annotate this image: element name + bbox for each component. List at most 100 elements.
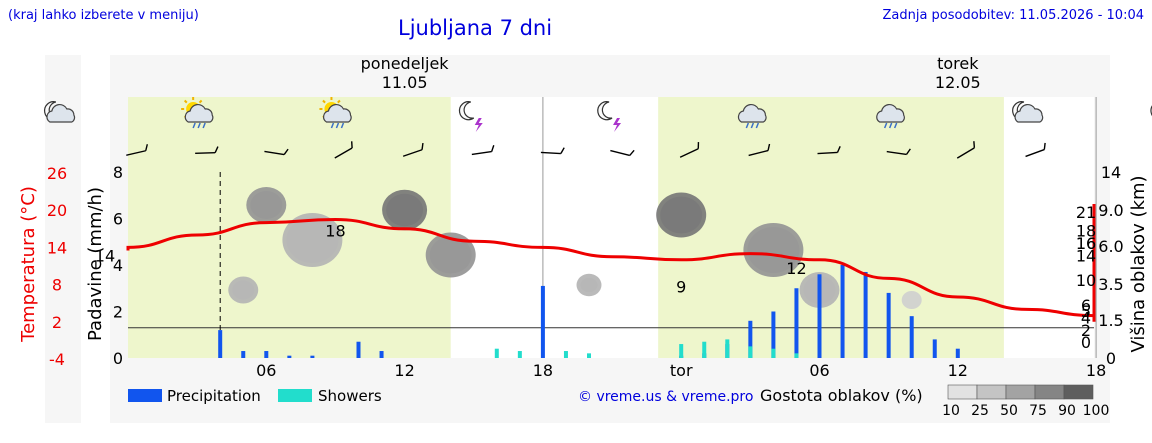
sun-ray-shape [198,99,203,104]
rain-drop-shape [202,122,206,129]
sun-cloud-rain-icon [319,97,352,129]
cloud-density-patch [382,189,428,231]
wind-barb-staff [748,149,769,157]
precipitation-bar [840,265,845,358]
wind-barb-icon [748,143,771,157]
day-name-label: torek [937,54,979,73]
wind-barb-icon [610,149,635,157]
wind-barb-staff [540,151,561,155]
wind-barb-feather [973,141,976,148]
wind-barb-icon [126,144,148,156]
wind-barb-icon [1025,142,1046,158]
temperature-line [126,204,1096,322]
precip-tick-label: 2 [113,303,123,322]
location-hint-text: (kraj lahko izberete v meniju) [8,8,199,23]
wind-barb-feather [767,143,771,151]
precip-tick-label: 4 [113,256,123,275]
wind-barb-staff [195,151,216,155]
cloud-density-patch [228,276,259,304]
wind-barb-icon [817,146,841,155]
showers-bar [794,353,799,358]
wind-barb-feather [490,145,495,152]
sun-ray-shape [322,99,326,104]
wind-barb-feather [697,142,700,149]
rain-drop-shape [750,122,755,129]
sun-cloud-rain-icon [181,97,214,129]
rain-drop-shape [340,122,345,129]
showers-bar [725,339,730,358]
moon-lightning-icon [458,101,483,132]
temperature-value-label: 9 [676,277,686,296]
precipitation-bar [310,355,315,358]
sun-ray-shape [183,99,188,104]
precip-tick-label: 8 [113,163,123,182]
wind-barb-icon [402,143,424,157]
cloud-shape [876,103,905,123]
wind-barb-icon [886,148,911,156]
showers-bar [563,351,568,358]
x-tick-label: 12 [394,361,414,380]
cloud-density-swatch [1005,384,1036,400]
showers-legend-swatch [278,389,312,402]
precip-tick-label: 0 [113,349,123,368]
rain-drop-shape [888,122,893,129]
x-tick-label: 18 [1086,361,1106,380]
credit-link[interactable]: © vreme.us & vreme.pro [578,389,753,405]
precip-axis-title: Padavine (mm/h) [85,187,106,341]
rain-drop-shape [755,122,760,129]
cloud-density-patch [576,273,602,297]
cloud-density-swatch [1063,384,1094,400]
showers-bar [517,351,522,358]
temp-tick-label: 26 [47,164,67,183]
cloud-density-level-label: 75 [1029,403,1047,419]
cloud-height-axis-title: Višina oblakov (km) [1128,175,1149,352]
precipitation-bar [771,311,776,358]
cloud-shape [46,103,76,123]
moon-cloud-icon [43,101,76,123]
day-name-label: ponedeljek [361,54,450,73]
showers-legend-label: Showers [318,387,382,405]
temp-tick-label: 14 [47,238,67,257]
precipitation-bar [379,351,384,358]
wind-barb-feather [629,149,635,156]
x-tick-label: tor [670,361,693,380]
cloud-height-tick-label: 9.0 [1098,201,1123,220]
cloud-density-patch [901,291,922,309]
precipitation-bar [909,316,914,358]
wind-barb-staff [817,151,838,155]
cloud-density-patch [282,213,343,267]
precipitation-bar [218,330,223,358]
x-tick-label: 12 [948,361,968,380]
wind-barb-feather [560,147,565,154]
precipitation-legend-swatch [128,389,162,402]
precip-tick-label: 6 [113,210,123,229]
wind-barb-staff [471,150,492,156]
temp-tick-label: -4 [49,350,65,369]
wind-barb-feather [283,148,289,155]
cloud-density-patch [425,232,476,278]
wind-barb-icon [679,142,700,158]
cloud-density-swatch [976,384,1007,400]
cloud-height-tick-label: 6.0 [1098,237,1123,256]
precipitation-bar [264,351,269,358]
last-update-text: Zadnja posodobitev: 11.05.2026 - 10:04 [882,8,1144,23]
cloud-shape [184,103,214,123]
wind-barb-feather [351,141,353,149]
temperature-value-label: 12 [786,259,806,278]
cloud-height-tick-label: 0 [1106,349,1116,368]
temp-axis-title: Temperatura (°C) [18,186,39,343]
rain-drop-shape [335,122,340,129]
precipitation-bar [863,271,868,358]
wind-barb-staff [610,149,630,157]
day-date-label: 11.05 [382,73,428,92]
precipitation-bar [886,292,891,358]
precipitation-bar [287,355,292,358]
precipitation-bar [356,341,361,358]
cloud-density-patch [743,223,804,277]
cloud-rain-icon [876,103,905,129]
cloud-density-level-label: 90 [1058,403,1076,419]
temperature-value-label: 16 [1076,234,1096,253]
wind-barb-icon [264,148,289,156]
wind-barb-staff [264,150,285,156]
x-tick-label: 06 [256,361,276,380]
